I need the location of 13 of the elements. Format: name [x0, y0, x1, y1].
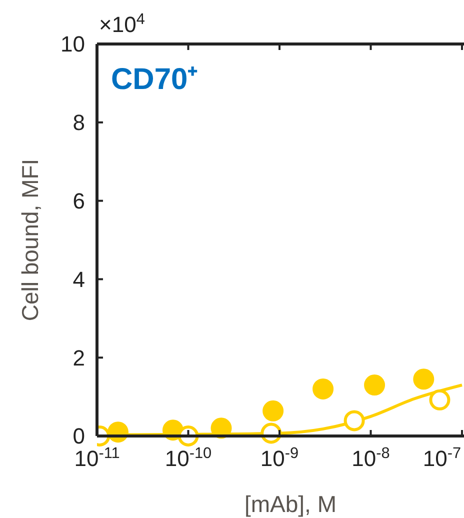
x-tick-label: 10$^{-8}$ — [352, 444, 390, 471]
x-tick-label: 10$^{-9}$ — [260, 444, 299, 471]
text: CD70⁺ — [111, 63, 198, 96]
y-tick-label: 4 — [72, 266, 85, 292]
text: ×10$^{4}$ — [99, 10, 146, 37]
x-axis-title: [mAb], M — [244, 491, 337, 517]
y-tick-label: 10 — [60, 32, 85, 57]
x-tick-label: 10$^{-7}$ — [422, 444, 462, 471]
y-tick-label: 8 — [72, 110, 85, 136]
y-tick-label: 2 — [72, 345, 85, 370]
x-tick-label: 10$^{-10}$ — [164, 444, 212, 471]
y-axis-title: Cell bound, MFI — [17, 158, 43, 322]
y-tick-label: 6 — [72, 188, 85, 214]
